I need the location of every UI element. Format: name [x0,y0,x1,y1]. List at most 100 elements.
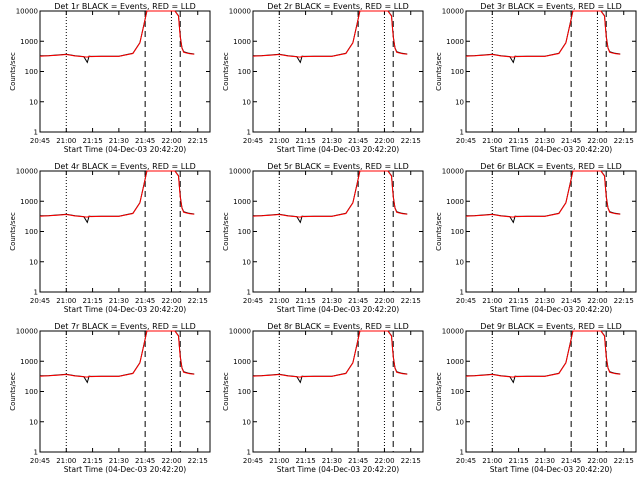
x-axis-label: Start Time (04-Dec-03 20:42:20) [490,305,612,314]
chart-title: Det 9r BLACK = Events, RED = LLD [480,322,622,331]
x-tick-label: 22:00 [161,457,181,465]
x-tick-label: 22:15 [401,297,421,305]
chart-panel-3: Det 3r BLACK = Events, RED = LLD11010010… [435,2,636,154]
chart-panel-5: Det 5r BLACK = Events, RED = LLD 1 10 100 10… [222,162,423,314]
plot-frame [253,171,423,292]
x-tick-label: 21:45 [561,297,581,305]
x-tick-label: 21:15 [295,137,315,145]
y-tick-label: 10 [29,418,38,426]
y-tick-label: 10000 [442,168,464,176]
x-tick-label: 21:45 [135,137,155,145]
x-tick-label: 20:45 [456,137,476,145]
y-tick-label: 1000 [446,358,464,366]
x-tick-label: 21:45 [561,457,581,465]
x-tick-label: 20:45 [456,457,476,465]
x-tick-label: 20:45 [456,297,476,305]
y-axis-label: Counts/sec [222,212,230,251]
x-axis-label: Start Time (04-Dec-03 20:42:20) [277,145,399,154]
y-tick-label: 1 [34,289,38,297]
x-tick-label: 21:15 [295,297,315,305]
y-tick-label: 100 [451,228,464,236]
x-tick-label: 22:00 [161,137,181,145]
x-tick-label: 21:30 [322,137,342,145]
x-tick-label: 21:45 [348,297,368,305]
y-tick-label: 1000 [233,38,251,46]
plot-frame [466,171,636,292]
y-tick-label: 1 [247,289,251,297]
x-tick-label: 21:15 [508,297,528,305]
y-tick-label: 1 [34,129,38,137]
chart-panel-2: Det 2r BLACK = Events, RED = LLD11010010… [222,2,423,154]
y-tick-label: 100 [238,228,251,236]
y-tick-label: 10000 [229,168,251,176]
x-tick-label: 21:45 [348,137,368,145]
x-axis-label: Start Time (04-Dec-03 20:42:20) [490,465,612,474]
x-tick-label: 21:30 [109,297,129,305]
x-tick-label: 21:30 [109,457,129,465]
y-tick-label: 10 [29,258,38,266]
y-tick-label: 1000 [20,358,38,366]
x-tick-label: 21:30 [322,297,342,305]
x-tick-label: 22:15 [614,137,634,145]
y-tick-label: 1000 [20,198,38,206]
plot-frame [253,331,423,452]
y-tick-label: 10 [455,98,464,106]
x-tick-label: 21:15 [508,457,528,465]
y-tick-label: 10 [455,258,464,266]
y-tick-label: 10000 [16,8,38,16]
y-tick-label: 1000 [233,198,251,206]
x-tick-label: 22:15 [401,137,421,145]
y-tick-label: 10 [29,98,38,106]
y-tick-label: 10000 [229,8,251,16]
y-tick-label: 1000 [446,198,464,206]
x-axis-label: Start Time (04-Dec-03 20:42:20) [64,145,186,154]
y-tick-label: 10 [242,98,251,106]
y-axis-label: Counts/sec [435,372,443,411]
x-tick-label: 20:45 [243,137,263,145]
y-axis-label: Counts/sec [9,52,17,91]
x-tick-label: 21:30 [322,457,342,465]
y-axis-label: Counts/sec [9,372,17,411]
y-axis-label: Counts/sec [435,52,443,91]
y-tick-label: 1000 [233,358,251,366]
x-tick-label: 20:45 [243,457,263,465]
x-tick-label: 21:00 [269,297,289,305]
x-tick-label: 22:15 [188,137,208,145]
x-tick-label: 21:45 [135,297,155,305]
x-tick-label: 22:00 [374,457,394,465]
x-tick-label: 22:15 [401,457,421,465]
plot-frame [466,331,636,452]
plot-frame [466,11,636,132]
plot-frame [40,331,210,452]
y-tick-label: 100 [25,388,38,396]
x-tick-label: 22:00 [587,457,607,465]
chart-panel-7: Det 7r BLACK = Events, RED = LLD 1 10 100 10… [9,322,210,474]
y-tick-label: 10 [242,258,251,266]
y-tick-label: 100 [451,68,464,76]
x-tick-label: 21:00 [56,137,76,145]
chart-panel-1: Det 1r BLACK = Events, RED = LLD 1 10 100 10… [9,2,210,154]
x-tick-label: 21:00 [269,457,289,465]
x-tick-label: 20:45 [30,457,50,465]
y-tick-label: 10000 [442,328,464,336]
chart-title: Det 5r BLACK = Events, RED = LLD [267,162,409,171]
chart-title: Det 6r BLACK = Events, RED = LLD [480,162,622,171]
y-tick-label: 10 [242,418,251,426]
y-tick-label: 1 [460,449,464,457]
x-tick-label: 22:00 [587,137,607,145]
y-tick-label: 100 [451,388,464,396]
y-tick-label: 10000 [16,168,38,176]
x-tick-label: 21:45 [135,457,155,465]
x-tick-label: 21:00 [482,137,502,145]
y-tick-label: 1 [460,129,464,137]
x-tick-label: 22:15 [614,297,634,305]
x-axis-label: Start Time (04-Dec-03 20:42:20) [490,145,612,154]
y-tick-label: 10000 [229,328,251,336]
x-tick-label: 21:15 [82,297,102,305]
x-tick-label: 21:15 [508,137,528,145]
x-tick-label: 22:15 [188,297,208,305]
chart-title: Det 7r BLACK = Events, RED = LLD [54,322,196,331]
x-tick-label: 22:15 [614,457,634,465]
x-tick-label: 20:45 [30,137,50,145]
